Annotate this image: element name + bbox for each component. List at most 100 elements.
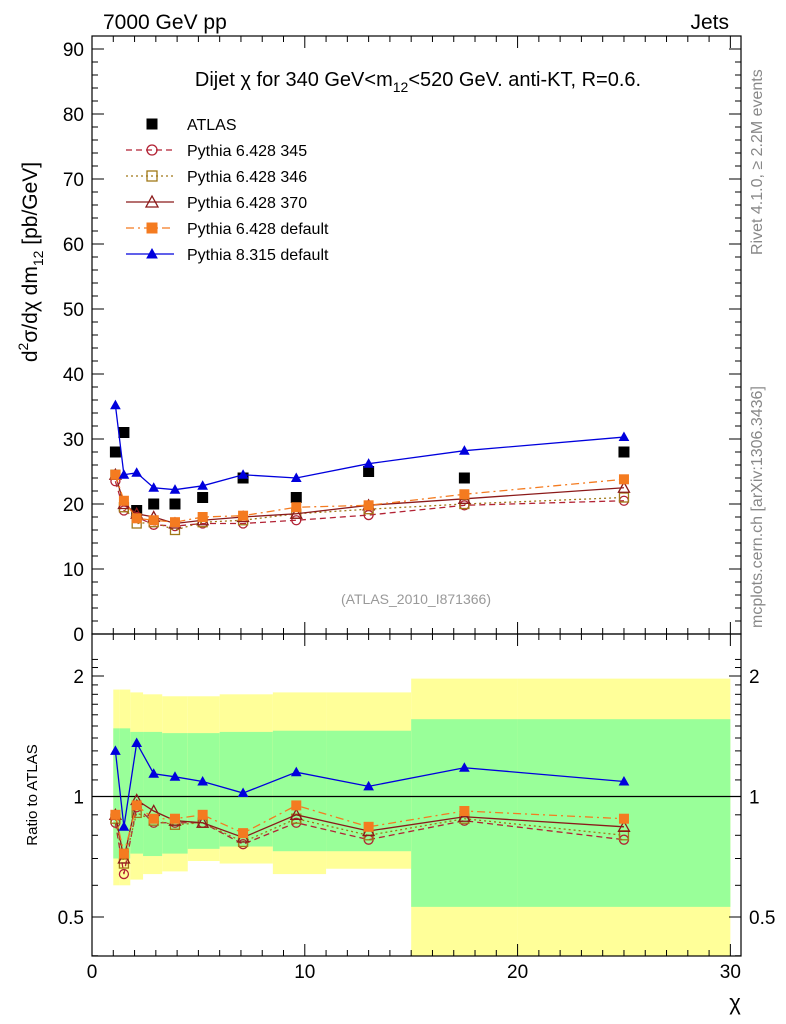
main-point xyxy=(291,515,302,526)
ratio-ylabel: Ratio to ATLAS xyxy=(24,744,41,845)
main-point xyxy=(118,469,130,479)
main-ytick-label: 20 xyxy=(63,495,84,516)
ratio-ytick-label-right: 1 xyxy=(749,788,760,809)
main-point xyxy=(290,492,302,503)
ratio-green-band xyxy=(517,719,731,907)
ratio-point xyxy=(131,737,143,748)
main-panel: 0 10 20 30 40 50 60 70 80 90 xyxy=(63,35,742,646)
side-rivet: Rivet 4.1.0, ≥ 2.2M events xyxy=(749,69,766,255)
main-point xyxy=(618,431,630,442)
ratio-point xyxy=(618,813,629,824)
main-point xyxy=(148,482,160,492)
main-point xyxy=(291,502,302,513)
main-point xyxy=(458,472,470,484)
main-ytick-label: 70 xyxy=(63,170,84,191)
main-ytick-label: 30 xyxy=(63,430,84,451)
main-point xyxy=(197,492,209,503)
ratio-green-band xyxy=(187,733,220,849)
ratio-point xyxy=(459,805,470,816)
ratio-point xyxy=(197,775,209,786)
ratio-green-band xyxy=(272,730,327,852)
main-series-line xyxy=(114,405,625,491)
legend-label: Pythia 6.428 default xyxy=(187,221,329,238)
x-tick-label: 10 xyxy=(294,962,315,983)
ratio-ytick-label-right: 0.5 xyxy=(749,908,775,929)
main-point xyxy=(459,498,470,510)
main-point xyxy=(118,427,130,438)
ratio-point xyxy=(110,745,121,755)
ratio-point xyxy=(148,768,160,778)
ratio-ytick-label: 1 xyxy=(73,788,84,809)
legend-marker xyxy=(146,222,158,234)
ratio-point xyxy=(617,819,631,832)
main-series-line xyxy=(114,474,625,523)
main-point xyxy=(197,512,208,522)
legend-label: Pythia 8.315 default xyxy=(187,247,329,264)
main-point xyxy=(290,472,302,482)
x-tick-label: 20 xyxy=(507,962,528,983)
ratio-point xyxy=(118,868,130,880)
ratio-point xyxy=(459,762,470,772)
ratio-point xyxy=(148,813,159,824)
main-point xyxy=(237,469,249,479)
main-point xyxy=(289,506,303,519)
ratio-point xyxy=(118,848,129,859)
main-point xyxy=(618,492,630,503)
legend-marker xyxy=(146,118,158,130)
ratio-point xyxy=(169,771,181,781)
legend-marker xyxy=(146,247,158,259)
legend-label: Pythia 6.428 346 xyxy=(187,169,307,186)
ratio-frame xyxy=(91,633,742,957)
main-ylabel: d2σ/dχ dm12 [pb/GeV] xyxy=(15,162,46,362)
main-ytick-label: 40 xyxy=(63,365,84,386)
ratio-point xyxy=(169,813,180,824)
main-point xyxy=(169,484,181,494)
main-point xyxy=(169,498,181,510)
main-point xyxy=(131,467,143,477)
main-ytick-label: 0 xyxy=(73,625,84,646)
main-point xyxy=(109,446,121,458)
legend-marker xyxy=(146,144,158,156)
main-point xyxy=(148,515,159,526)
legend-marker xyxy=(146,170,158,182)
ratio-green-band xyxy=(162,733,188,854)
main-point xyxy=(197,480,209,490)
main-point xyxy=(363,500,374,511)
header-left: 7000 GeV pp xyxy=(103,11,227,34)
legend-label: Pythia 6.428 345 xyxy=(187,143,307,160)
main-point xyxy=(238,510,249,521)
main-ytick-label: 90 xyxy=(63,40,84,61)
main-series-line xyxy=(114,474,625,525)
ratio-point xyxy=(110,809,121,820)
main-title: Dijet χ for 340 GeV<m12<520 GeV. anti-KT… xyxy=(195,69,641,95)
ratio-green-band xyxy=(119,728,131,859)
main-point xyxy=(110,399,121,410)
ratio-point xyxy=(238,828,249,839)
ratio-point xyxy=(291,800,302,811)
main-point xyxy=(618,474,629,485)
ratio-point xyxy=(363,780,374,791)
ratio-ytick-label: 2 xyxy=(73,667,84,688)
legend: ATLAS Pythia 6.428 345 Pythia 6.428 346 Pyt… xyxy=(126,117,329,264)
main-point xyxy=(617,480,631,493)
main-ytick-label: 50 xyxy=(63,300,84,321)
x-tick-label: 0 xyxy=(87,962,98,983)
main-ytick-label: 10 xyxy=(63,560,84,581)
main-series-line xyxy=(114,474,624,531)
main-point xyxy=(459,489,470,500)
ratio-point xyxy=(290,766,302,777)
ratio-point xyxy=(363,821,374,832)
x-tick-label: 30 xyxy=(720,962,741,983)
ratio-point xyxy=(196,815,210,828)
ratio-point xyxy=(197,809,208,820)
ratio-series-line xyxy=(114,804,624,854)
ratio-ytick-label-right: 2 xyxy=(749,667,760,688)
ratio-point xyxy=(131,800,142,811)
ratio-green-band xyxy=(113,728,120,859)
legend-label: Pythia 6.428 370 xyxy=(187,195,307,212)
main-ytick-label: 80 xyxy=(63,105,84,126)
ratio-point xyxy=(118,821,130,831)
main-point xyxy=(459,445,470,455)
main-point xyxy=(618,446,630,458)
